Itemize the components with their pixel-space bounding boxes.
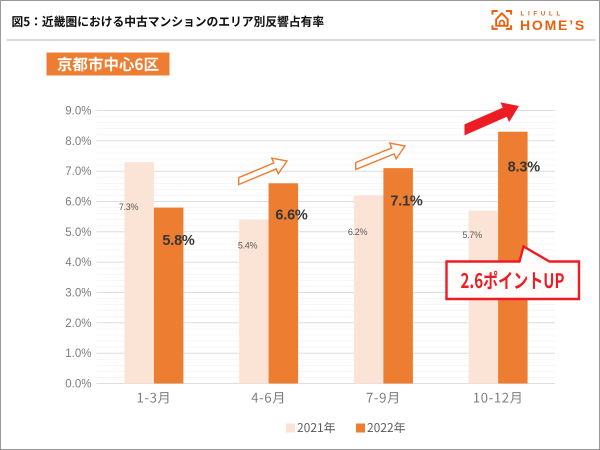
svg-text:7.0%: 7.0% bbox=[65, 166, 91, 178]
svg-text:9.0%: 9.0% bbox=[65, 106, 91, 118]
svg-text:6.2%: 6.2% bbox=[348, 227, 368, 237]
svg-text:5.8%: 5.8% bbox=[162, 233, 195, 249]
svg-text:5.4%: 5.4% bbox=[238, 241, 258, 251]
svg-text:3.0%: 3.0% bbox=[65, 288, 91, 300]
svg-text:1.0%: 1.0% bbox=[65, 348, 91, 360]
svg-text:7.1%: 7.1% bbox=[390, 194, 423, 210]
svg-text:7.3%: 7.3% bbox=[119, 202, 139, 212]
svg-text:2.0%: 2.0% bbox=[65, 318, 91, 330]
svg-text:0.0%: 0.0% bbox=[65, 379, 91, 391]
svg-text:8.0%: 8.0% bbox=[65, 136, 91, 148]
svg-text:5.0%: 5.0% bbox=[65, 227, 91, 239]
svg-text:4.0%: 4.0% bbox=[65, 257, 91, 269]
svg-text:HOME’S: HOME’S bbox=[520, 17, 586, 33]
svg-text:6.6%: 6.6% bbox=[275, 208, 308, 224]
svg-text:5.7%: 5.7% bbox=[463, 230, 483, 240]
svg-text:6.0%: 6.0% bbox=[65, 197, 91, 209]
svg-text:8.3%: 8.3% bbox=[508, 160, 541, 176]
svg-text:LIFULL: LIFULL bbox=[521, 11, 564, 17]
